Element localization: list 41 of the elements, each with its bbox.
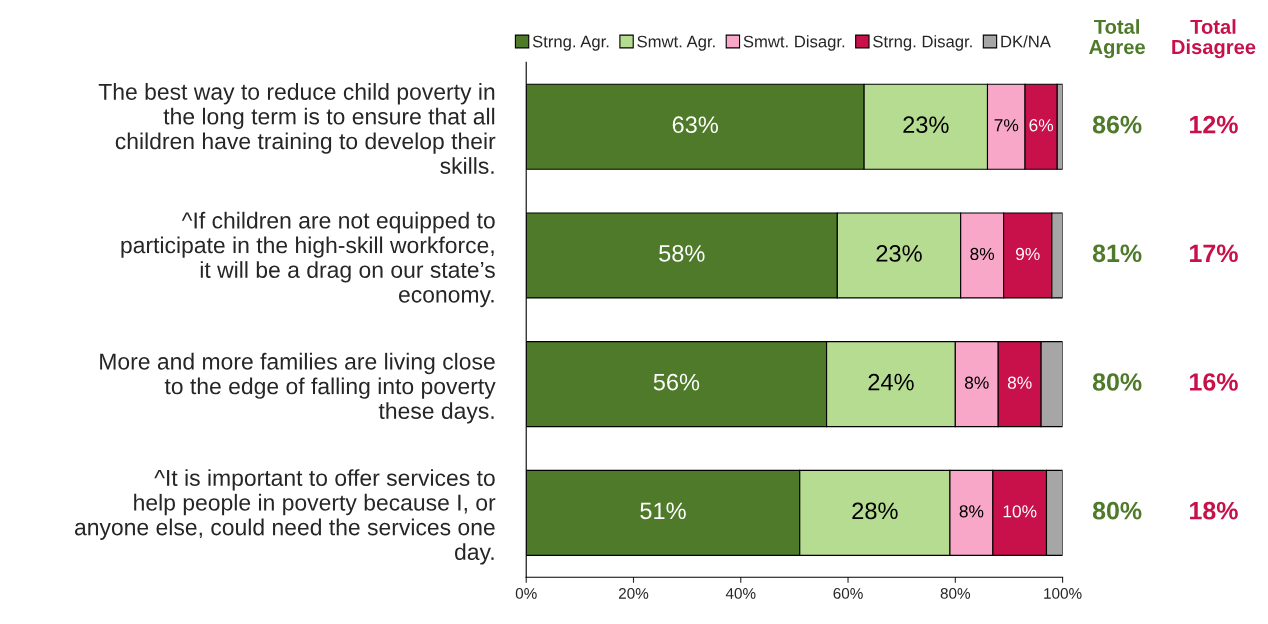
y-tick-label: ^It is important to offer services to help people in poverty because I, or anyone else, could need the services one day. — [74, 469, 496, 565]
y-tick-label: More and more families are living close to the edge of falling into poverty these days. — [100, 352, 496, 424]
text: Total Agree — [1089, 19, 1145, 59]
text: 18% — [1190, 501, 1238, 520]
text: 80% — [1092, 373, 1142, 391]
text: 12% — [1190, 115, 1238, 134]
text: 81% — [1092, 244, 1142, 263]
legend-label: Smwt. Disagr. — [743, 35, 845, 51]
data-label: 23% — [903, 116, 949, 134]
data-label: 51% — [640, 502, 686, 520]
legend-label: Smwt. Agr. — [637, 35, 715, 51]
x-tick-label: 20% — [618, 588, 649, 599]
text: 16% — [1190, 373, 1238, 391]
legend-label: DK/NA — [1001, 35, 1051, 48]
text: 17% — [1190, 244, 1238, 263]
data-label: 56% — [653, 373, 700, 391]
x-tick-label: 60% — [833, 588, 863, 599]
data-label: 8% — [1007, 376, 1032, 389]
data-label: 28% — [852, 502, 898, 520]
legend-label: Strng. Disagr. — [873, 35, 972, 51]
x-tick-label: 80% — [940, 588, 971, 599]
data-label: 58% — [659, 245, 705, 262]
data-label: 8% — [964, 376, 989, 389]
data-label: 63% — [672, 116, 718, 134]
text: 86% — [1092, 115, 1142, 134]
data-label: 8% — [970, 247, 995, 261]
data-label: 8% — [959, 505, 984, 518]
data-label: 24% — [868, 373, 914, 391]
legend-label: Strng. Agr. — [532, 35, 609, 51]
text: 80% — [1092, 501, 1142, 520]
data-label: 23% — [876, 245, 922, 262]
x-tick-label: 40% — [725, 588, 756, 599]
data-label: 9% — [1015, 247, 1040, 261]
y-tick-label: ^If children are not equipped to participate in the high-skill workforce, it will be a drag on our state’s economy. — [121, 211, 495, 308]
text: Total Disagree — [1172, 19, 1256, 59]
data-label: 7% — [994, 119, 1019, 132]
y-tick-label: The best way to reduce child poverty in the long term is to ensure that all children have training to develop their skills. — [98, 83, 496, 174]
x-tick-label: 0% — [515, 588, 537, 599]
data-label: 6% — [1029, 119, 1054, 132]
x-tick-label: 100% — [1044, 588, 1082, 599]
data-label: 10% — [1003, 505, 1037, 518]
